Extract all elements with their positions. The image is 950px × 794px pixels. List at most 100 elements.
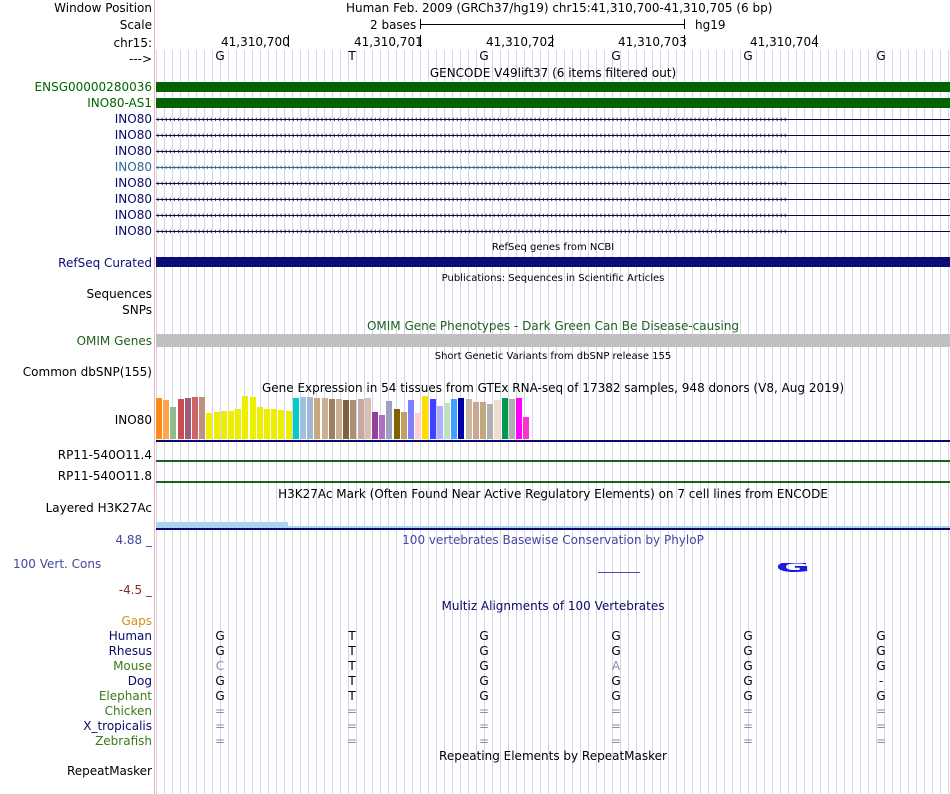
publications-title[interactable]: Publications: Sequences in Scientific Ar… <box>441 273 665 284</box>
gtex-title[interactable]: Gene Expression in 54 tissues from GTEx … <box>261 381 845 395</box>
gtex-tissue-bar[interactable] <box>163 400 170 439</box>
gtex-tissue-bar[interactable] <box>480 402 486 439</box>
gene-label-ino80[interactable]: INO80 <box>114 224 152 238</box>
species-label[interactable]: Dog <box>127 674 152 688</box>
sequences-label[interactable]: Sequences <box>86 287 152 301</box>
gtex-tissue-bar[interactable] <box>494 400 501 439</box>
gtex-tissue-bar[interactable] <box>436 406 443 439</box>
gene-label-ensg[interactable]: ENSG00000280036 <box>34 80 152 94</box>
gtex-tissue-bar[interactable] <box>256 407 263 439</box>
species-label[interactable]: Elephant <box>98 689 152 703</box>
gtex-tissue-bar[interactable] <box>444 403 450 439</box>
gtex-tissue-bar[interactable] <box>379 415 386 439</box>
repeatmasker-label[interactable]: RepeatMasker <box>66 764 152 778</box>
gene-intron-ino80[interactable]: ‹‹‹‹‹‹‹‹‹‹‹‹‹‹‹‹‹‹‹‹‹‹‹‹‹‹‹‹‹‹‹‹‹‹‹‹‹‹‹‹… <box>156 180 950 188</box>
gtex-line-2[interactable] <box>156 481 950 483</box>
gtex-tissue-bar[interactable] <box>199 397 206 439</box>
h3k27ac-signal[interactable] <box>156 522 288 528</box>
species-label[interactable]: Human <box>108 629 152 643</box>
gtex-tissue-bar[interactable] <box>192 397 198 439</box>
gene-label-ino80-as1[interactable]: INO80-AS1 <box>87 96 152 110</box>
gtex-tissue-bar[interactable] <box>206 413 213 439</box>
refseq-label[interactable]: RefSeq Curated <box>58 256 152 270</box>
h3k27ac-label[interactable]: Layered H3K27Ac <box>45 501 152 515</box>
gtex-tissue-bar[interactable] <box>184 398 191 439</box>
gene-label-ino80[interactable]: INO80 <box>114 208 152 222</box>
gtex-tissue-bar[interactable] <box>400 412 407 439</box>
gtex-tissue-bar[interactable] <box>314 398 321 439</box>
gtex-tissue-bar[interactable] <box>343 400 350 439</box>
species-label[interactable]: X_tropicalis <box>83 719 152 733</box>
gtex-tissue-bar[interactable] <box>357 399 364 439</box>
dbsnp-title[interactable]: Short Genetic Variants from dbSNP releas… <box>434 351 672 362</box>
gtex-tissue-bar[interactable] <box>516 398 522 439</box>
gene-intron-ino80-highlight[interactable]: ‹‹‹‹‹‹‹‹‹‹‹‹‹‹‹‹‹‹‹‹‹‹‹‹‹‹‹‹‹‹‹‹‹‹‹‹‹‹‹‹… <box>156 164 950 172</box>
gtex-tissue-bar[interactable] <box>408 400 414 439</box>
refseq-bar[interactable] <box>156 257 950 267</box>
snps-label[interactable]: SNPs <box>122 303 152 317</box>
gtex-tissue-bar[interactable] <box>235 409 242 439</box>
gtex-tissue-bar[interactable] <box>422 396 429 439</box>
gencode-title[interactable]: GENCODE V49lift37 (6 items filtered out) <box>429 66 677 80</box>
gtex-tissue-bar[interactable] <box>364 398 371 439</box>
gtex-tissue-bar[interactable] <box>350 400 357 439</box>
cons-label[interactable]: 100 Vert. Cons <box>13 557 102 571</box>
gtex-line-1[interactable] <box>156 460 950 462</box>
gtex-tissue-bar[interactable] <box>170 407 177 439</box>
gtex-tissue-bar[interactable] <box>177 399 184 439</box>
gtex-line-label-1[interactable]: RP11-540O11.4 <box>57 448 152 462</box>
gtex-tissue-bar[interactable] <box>292 398 299 439</box>
gene-bar-ensg[interactable] <box>156 82 950 92</box>
species-label[interactable]: Rhesus <box>108 644 152 658</box>
gtex-tissue-bar[interactable] <box>307 397 314 439</box>
multiz-title[interactable]: Multiz Alignments of 100 Vertebrates <box>441 599 665 613</box>
conservation-title[interactable]: 100 vertebrates Basewise Conservation by… <box>402 533 704 547</box>
gtex-bar-chart[interactable] <box>156 396 556 439</box>
gtex-tissue-bar[interactable] <box>242 396 249 439</box>
gene-label-ino80-highlight[interactable]: INO80 <box>114 160 152 174</box>
gtex-tissue-bar[interactable] <box>328 399 335 439</box>
gtex-tissue-bar[interactable] <box>465 399 472 439</box>
gtex-tissue-bar[interactable] <box>393 409 400 439</box>
species-label[interactable]: Chicken <box>104 704 152 718</box>
species-label[interactable]: Mouse <box>113 659 152 673</box>
species-label[interactable]: Zebrafish <box>95 734 152 748</box>
gtex-tissue-bar[interactable] <box>156 398 162 439</box>
gene-bar-ino80-as1[interactable] <box>156 98 950 108</box>
gtex-tissue-bar[interactable] <box>249 397 256 439</box>
gene-intron-ino80[interactable]: ‹‹‹‹‹‹‹‹‹‹‹‹‹‹‹‹‹‹‹‹‹‹‹‹‹‹‹‹‹‹‹‹‹‹‹‹‹‹‹‹… <box>156 212 950 220</box>
gtex-tissue-bar[interactable] <box>386 401 393 439</box>
gene-intron-ino80[interactable]: ‹‹‹‹‹‹‹‹‹‹‹‹‹‹‹‹‹‹‹‹‹‹‹‹‹‹‹‹‹‹‹‹‹‹‹‹‹‹‹‹… <box>156 116 950 124</box>
gtex-tissue-bar[interactable] <box>451 399 458 439</box>
gene-label-ino80[interactable]: INO80 <box>114 144 152 158</box>
gene-label-ino80[interactable]: INO80 <box>114 128 152 142</box>
gene-intron-ino80[interactable]: ‹‹‹‹‹‹‹‹‹‹‹‹‹‹‹‹‹‹‹‹‹‹‹‹‹‹‹‹‹‹‹‹‹‹‹‹‹‹‹‹… <box>156 148 950 156</box>
omim-bar[interactable] <box>156 334 950 347</box>
gene-label-ino80[interactable]: INO80 <box>114 112 152 126</box>
repeatmasker-title[interactable]: Repeating Elements by RepeatMasker <box>439 749 667 763</box>
gtex-tissue-bar[interactable] <box>321 398 328 439</box>
gtex-tissue-bar[interactable] <box>415 413 422 439</box>
gtex-tissue-bar[interactable] <box>213 412 220 439</box>
gtex-tissue-bar[interactable] <box>508 399 515 439</box>
gene-label-ino80[interactable]: INO80 <box>114 192 152 206</box>
gtex-tissue-bar[interactable] <box>278 410 285 439</box>
gene-intron-ino80[interactable]: ‹‹‹‹‹‹‹‹‹‹‹‹‹‹‹‹‹‹‹‹‹‹‹‹‹‹‹‹‹‹‹‹‹‹‹‹‹‹‹‹… <box>156 228 950 236</box>
refseq-title[interactable]: RefSeq genes from NCBI <box>491 242 615 253</box>
dbsnp-label[interactable]: Common dbSNP(155) <box>22 365 152 379</box>
gtex-line-label-2[interactable]: RP11-540O11.8 <box>57 469 152 483</box>
gtex-tissue-bar[interactable] <box>429 399 436 439</box>
gtex-tissue-bar[interactable] <box>336 399 342 439</box>
gtex-tissue-bar[interactable] <box>458 398 465 439</box>
omim-title[interactable]: OMIM Gene Phenotypes - Dark Green Can Be… <box>366 319 740 333</box>
gtex-tissue-bar[interactable] <box>523 417 530 439</box>
omim-label[interactable]: OMIM Genes <box>76 334 152 348</box>
label-divider[interactable] <box>154 0 155 794</box>
gtex-tissue-bar[interactable] <box>501 398 508 439</box>
gtex-tissue-bar[interactable] <box>285 411 292 439</box>
gene-intron-ino80[interactable]: ‹‹‹‹‹‹‹‹‹‹‹‹‹‹‹‹‹‹‹‹‹‹‹‹‹‹‹‹‹‹‹‹‹‹‹‹‹‹‹‹… <box>156 196 950 204</box>
h3k27ac-title[interactable]: H3K27Ac Mark (Often Found Near Active Re… <box>278 487 828 501</box>
h3k27ac-signal[interactable] <box>288 526 950 528</box>
gtex-tissue-bar[interactable] <box>372 412 378 439</box>
gaps-label[interactable]: Gaps <box>121 614 152 628</box>
